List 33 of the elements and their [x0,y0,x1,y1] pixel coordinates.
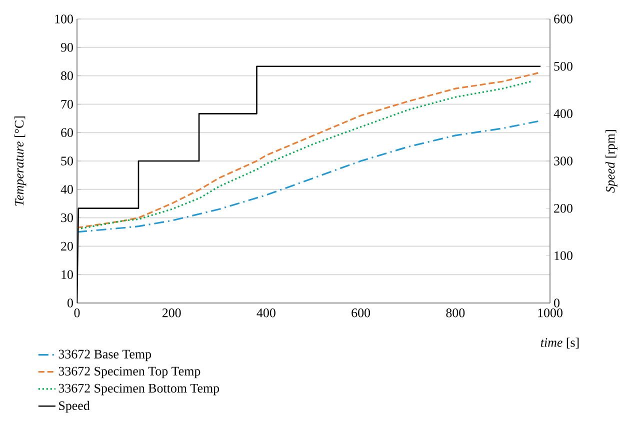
y-tick-label: 60 [61,128,73,137]
x-tick-label: 200 [162,308,181,318]
y2-tick-label: 600 [554,14,572,24]
y-tick-label: 10 [62,270,73,279]
y-tick-label: 0 [68,298,73,308]
x-tick-label: 600 [352,308,370,318]
x-axis-title: time [s] [540,338,579,348]
y2-tick-label: 100 [554,251,572,260]
y-tick-label: 100 [55,14,73,24]
y2-tick-label: 300 [554,156,572,166]
legend-label: 33672 Specimen Top Temp [58,366,200,378]
x-tick-label: 400 [256,308,276,318]
y-tick-label: 50 [61,156,73,166]
line-series [77,66,542,303]
x-tick-label: 1000 [538,308,562,318]
y-tick-label: 80 [61,71,73,80]
y-tick-label: 70 [61,100,73,109]
y2-tick-label: 400 [554,109,572,118]
y2-tick-label: 500 [554,62,572,71]
line-series [77,120,539,233]
y-axis-title: Temperature [°C] [14,116,26,206]
y2-tick-label: 200 [554,204,572,213]
x-tick-label: 800 [446,308,465,318]
y-tick-label: 20 [61,242,73,251]
legend-label: 33672 Base Temp [58,350,152,362]
x-tick-label: 0 [74,308,80,318]
y2-axis-title: Speed [rpm] [606,130,618,193]
legend-label: Speed [59,400,90,413]
y-tick-label: 90 [60,43,73,52]
y-tick-label: 30 [61,213,73,222]
y-tick-label: 40 [60,185,73,194]
y2-tick-label: 0 [554,298,560,308]
legend-label: 33672 Specimen Bottom Temp [58,384,220,396]
